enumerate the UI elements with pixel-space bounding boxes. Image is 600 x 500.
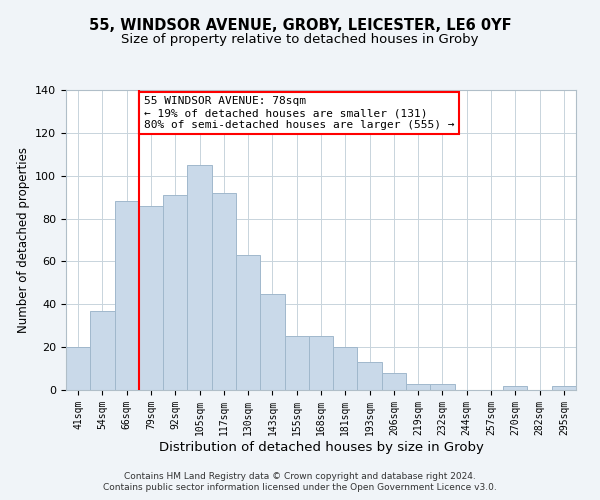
Bar — [66, 347, 90, 390]
Y-axis label: Number of detached properties: Number of detached properties — [17, 147, 29, 333]
Text: Contains HM Land Registry data © Crown copyright and database right 2024.: Contains HM Land Registry data © Crown c… — [124, 472, 476, 481]
Bar — [406, 384, 430, 390]
Bar — [90, 310, 115, 390]
Bar — [430, 384, 455, 390]
Bar — [260, 294, 284, 390]
Bar — [212, 193, 236, 390]
Bar — [503, 386, 527, 390]
Text: 55, WINDSOR AVENUE, GROBY, LEICESTER, LE6 0YF: 55, WINDSOR AVENUE, GROBY, LEICESTER, LE… — [89, 18, 511, 32]
Text: 55 WINDSOR AVENUE: 78sqm
← 19% of detached houses are smaller (131)
80% of semi-: 55 WINDSOR AVENUE: 78sqm ← 19% of detach… — [144, 96, 454, 130]
Bar — [333, 347, 358, 390]
Bar — [115, 202, 139, 390]
Bar — [163, 195, 187, 390]
Bar — [236, 255, 260, 390]
Bar — [552, 386, 576, 390]
Bar — [382, 373, 406, 390]
Bar — [309, 336, 333, 390]
Text: Size of property relative to detached houses in Groby: Size of property relative to detached ho… — [121, 32, 479, 46]
Bar — [187, 165, 212, 390]
Bar — [139, 206, 163, 390]
Text: Contains public sector information licensed under the Open Government Licence v3: Contains public sector information licen… — [103, 484, 497, 492]
Bar — [284, 336, 309, 390]
Bar — [358, 362, 382, 390]
X-axis label: Distribution of detached houses by size in Groby: Distribution of detached houses by size … — [158, 440, 484, 454]
